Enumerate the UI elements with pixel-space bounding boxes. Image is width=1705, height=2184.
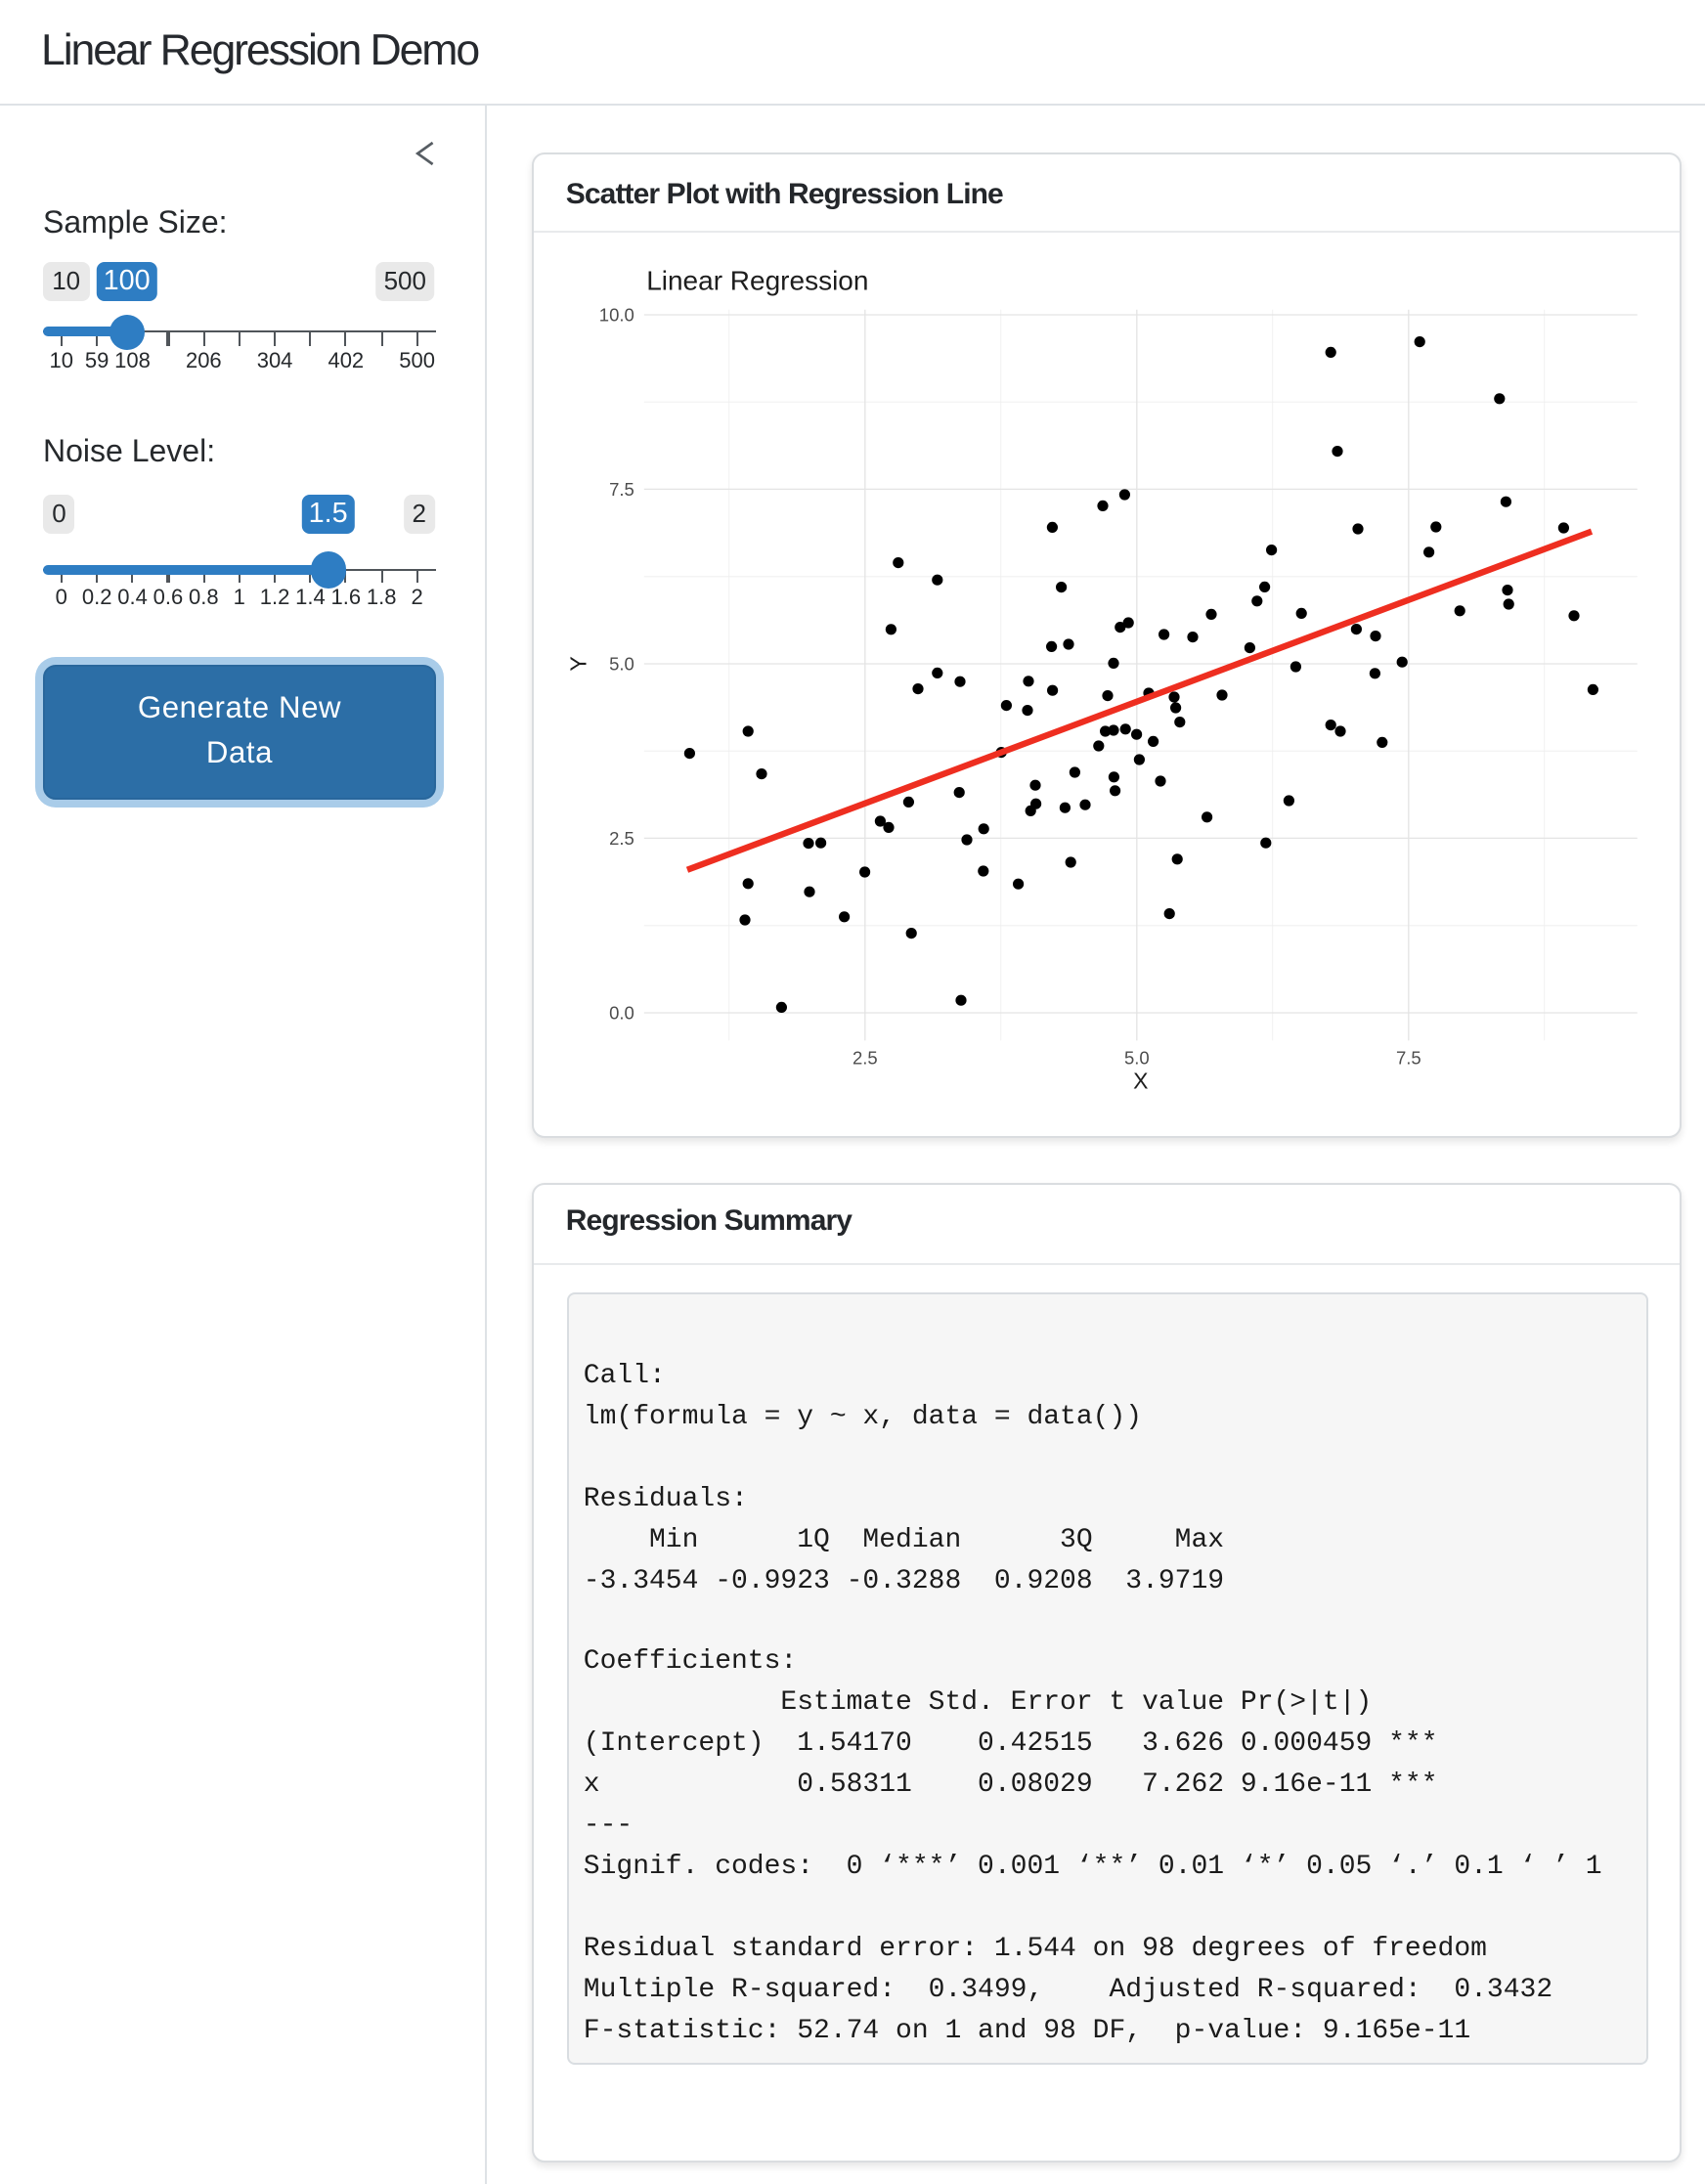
svg-text:0.0: 0.0: [609, 1003, 634, 1024]
svg-text:7.5: 7.5: [609, 479, 634, 500]
svg-text:X: X: [1133, 1069, 1148, 1094]
svg-text:Y: Y: [566, 656, 591, 671]
svg-text:2.5: 2.5: [609, 828, 634, 849]
svg-text:5.0: 5.0: [609, 654, 634, 675]
svg-text:10.0: 10.0: [599, 305, 634, 326]
svg-text:7.5: 7.5: [1396, 1047, 1421, 1068]
svg-text:2.5: 2.5: [852, 1047, 878, 1068]
svg-text:5.0: 5.0: [1124, 1047, 1150, 1068]
svg-text:Linear Regression: Linear Regression: [646, 266, 868, 296]
